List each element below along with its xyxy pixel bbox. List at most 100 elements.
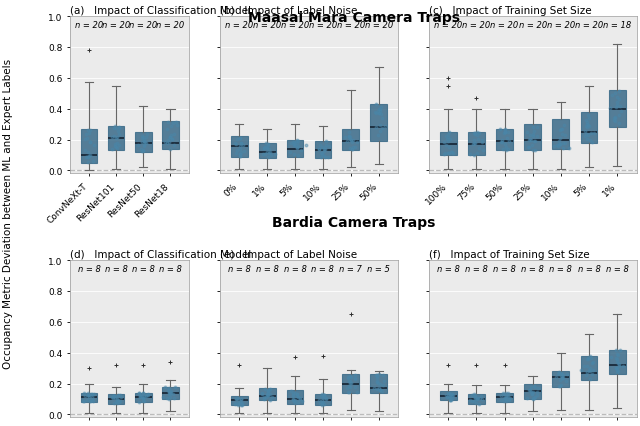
Point (289, 151, 300, 158)
Point (260, 144, 270, 151)
Point (135, 393, 145, 400)
Point (344, 145, 355, 152)
Point (314, 147, 324, 153)
Point (477, 395, 487, 402)
Point (614, 89, 624, 95)
PathPatch shape (259, 388, 275, 400)
Point (109, 133, 119, 140)
Point (110, 394, 120, 401)
Point (555, 376, 565, 383)
Point (345, 378, 355, 385)
Point (445, 149, 456, 156)
Point (85, 140, 95, 147)
Point (445, 391, 455, 398)
Point (496, 392, 506, 399)
Point (239, 149, 250, 155)
Point (442, 394, 452, 401)
Point (447, 391, 457, 397)
Point (529, 395, 540, 402)
Point (380, 123, 390, 130)
Point (292, 145, 302, 152)
Point (163, 137, 173, 144)
Point (556, 382, 566, 389)
Point (582, 112, 593, 119)
Point (525, 388, 536, 395)
Point (526, 383, 536, 390)
Point (471, 399, 481, 406)
Point (235, 146, 245, 153)
Text: n = 8: n = 8 (312, 264, 334, 273)
Text: n = 8: n = 8 (284, 264, 307, 273)
Point (582, 363, 592, 370)
Point (319, 392, 329, 399)
Point (230, 141, 241, 148)
Point (346, 139, 356, 146)
Point (532, 133, 542, 140)
Point (529, 383, 540, 389)
Point (372, 378, 382, 385)
Point (469, 152, 479, 159)
Point (84, 391, 94, 398)
PathPatch shape (81, 393, 97, 402)
Text: n = 18: n = 18 (603, 21, 631, 30)
Point (580, 372, 591, 379)
PathPatch shape (108, 127, 125, 151)
Text: n = 20: n = 20 (76, 21, 104, 30)
Point (319, 148, 330, 155)
Point (136, 147, 147, 153)
Point (470, 132, 480, 138)
Point (614, 112, 624, 119)
Point (469, 130, 479, 137)
Point (344, 373, 355, 380)
Point (378, 372, 388, 379)
Point (581, 124, 591, 130)
Point (441, 142, 451, 149)
Point (532, 391, 542, 398)
Point (529, 138, 539, 145)
Point (612, 356, 623, 363)
Point (374, 128, 385, 135)
Point (372, 380, 383, 387)
Point (321, 142, 332, 149)
Point (372, 375, 382, 382)
Point (611, 114, 621, 121)
Point (163, 119, 173, 126)
Text: (a)   Impact of Classification Model: (a) Impact of Classification Model (70, 6, 252, 16)
Point (500, 393, 511, 400)
Point (163, 395, 173, 402)
Point (468, 138, 479, 144)
Point (522, 394, 532, 401)
Text: n = 20: n = 20 (156, 21, 184, 30)
Point (529, 128, 539, 135)
Point (584, 376, 595, 383)
Point (233, 402, 243, 409)
Point (346, 137, 356, 144)
Point (500, 397, 511, 404)
Point (500, 142, 510, 149)
Point (112, 134, 122, 141)
Point (558, 145, 568, 152)
Point (321, 394, 331, 401)
PathPatch shape (135, 132, 152, 153)
Point (235, 400, 245, 406)
Point (531, 138, 541, 145)
Point (557, 131, 568, 138)
Point (500, 395, 510, 402)
Point (141, 392, 151, 399)
Point (561, 140, 571, 147)
Point (266, 152, 276, 158)
Point (372, 386, 382, 392)
Point (498, 147, 508, 153)
Point (584, 115, 594, 122)
Point (165, 391, 175, 397)
Point (290, 390, 300, 397)
Point (613, 368, 623, 374)
Point (527, 142, 538, 149)
Point (500, 396, 511, 403)
Point (348, 137, 358, 144)
Point (138, 148, 148, 155)
Point (444, 144, 454, 151)
Point (523, 144, 533, 151)
Point (164, 384, 174, 391)
Text: n = 20: n = 20 (253, 21, 281, 30)
